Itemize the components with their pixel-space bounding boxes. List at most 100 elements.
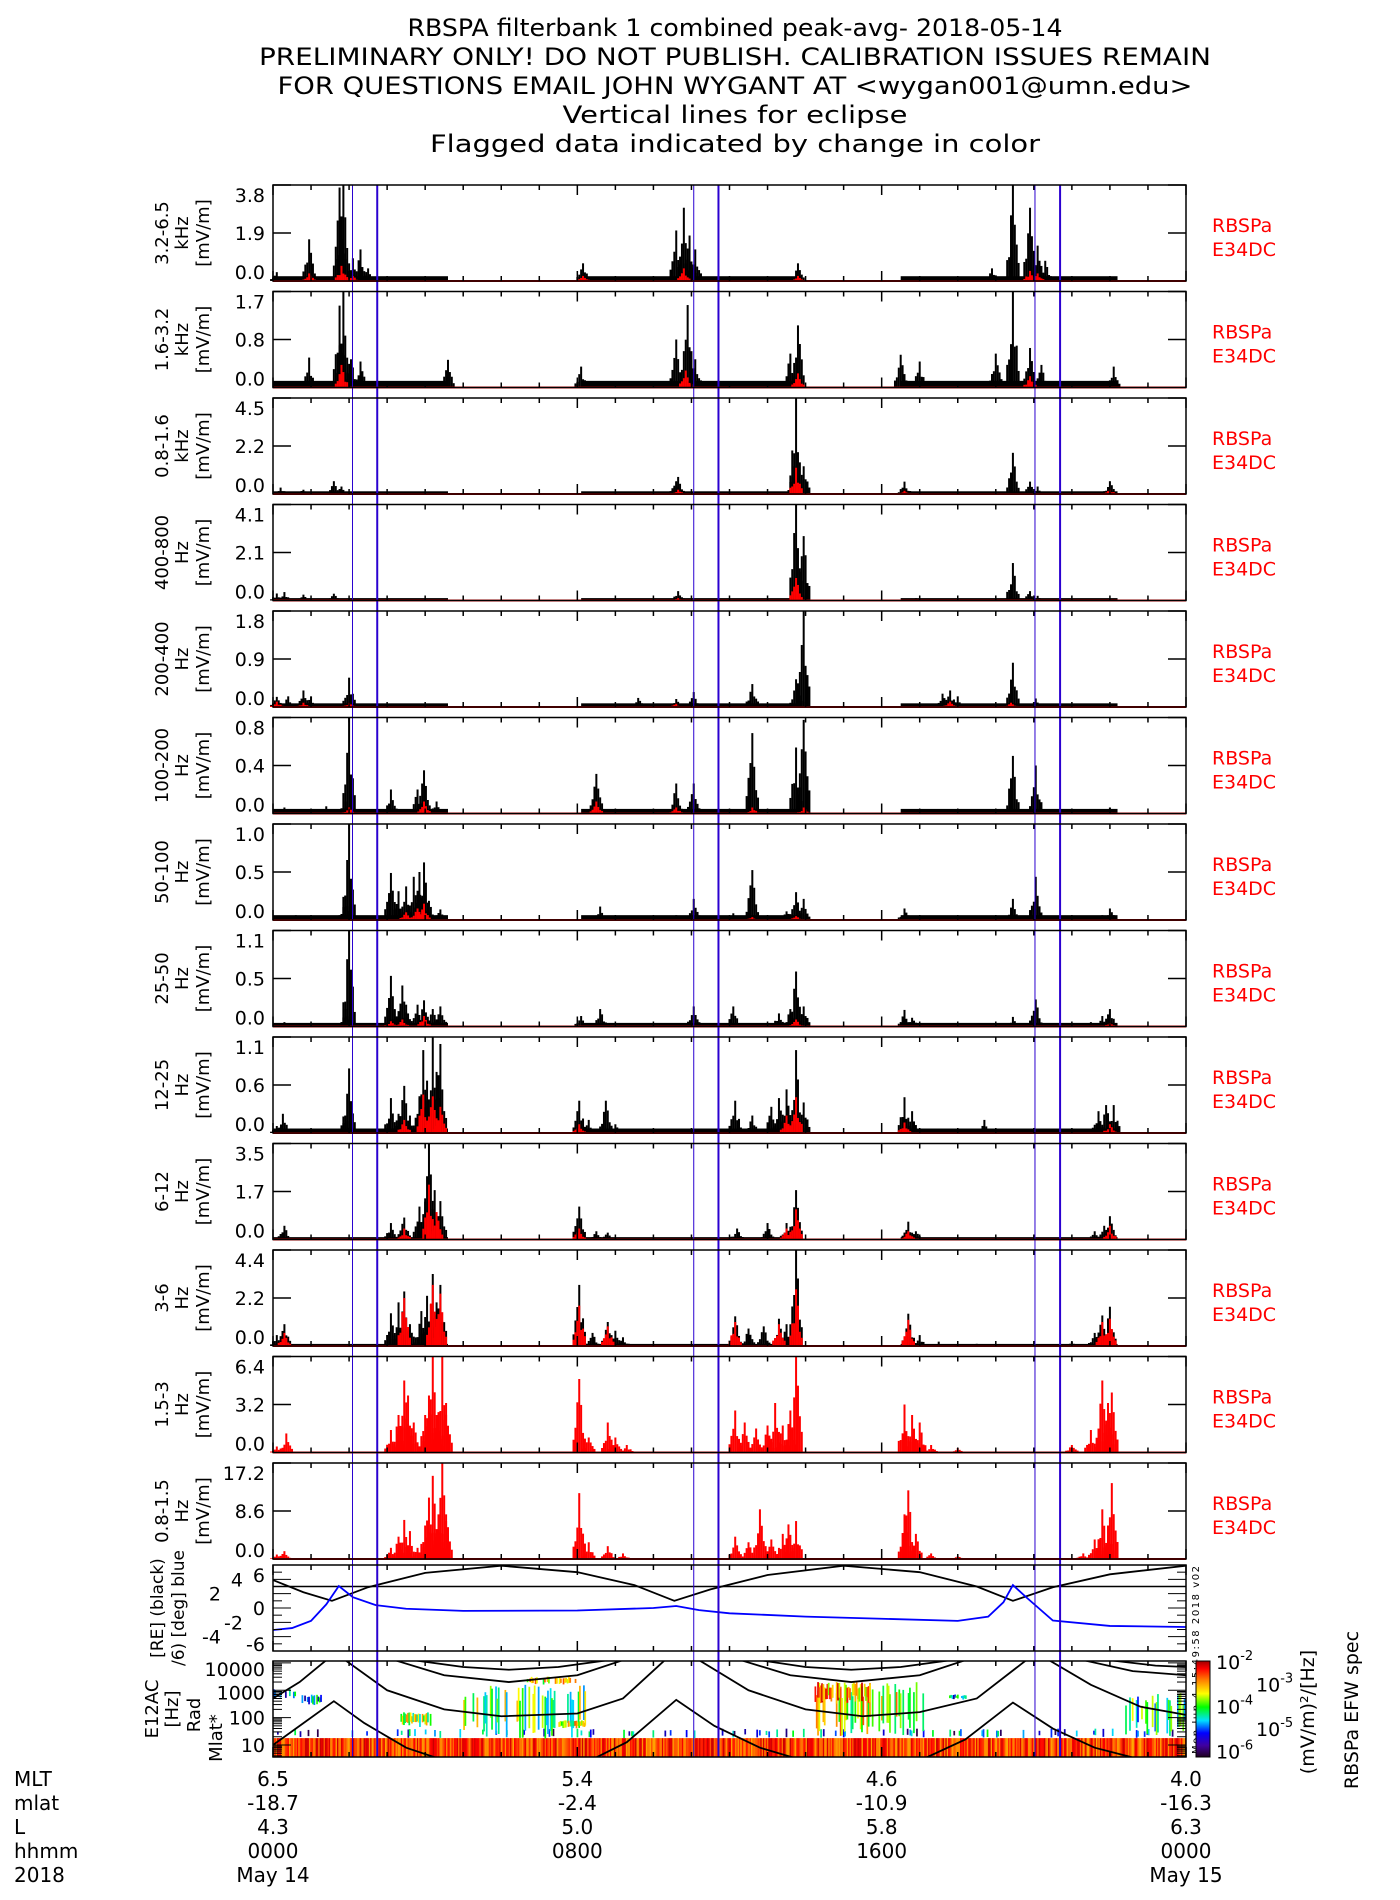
spectrogram-cell bbox=[862, 1696, 865, 1726]
spectrogram-cell bbox=[515, 1738, 518, 1757]
peak-avg-bar bbox=[757, 1128, 760, 1133]
peak-avg-bar bbox=[1013, 224, 1016, 281]
spectrogram-cell bbox=[1109, 1738, 1111, 1757]
flagged-bar bbox=[574, 1234, 577, 1240]
peak-avg-bar bbox=[760, 1332, 763, 1346]
probe-label: RBSPa bbox=[1212, 1493, 1272, 1515]
flagged-bar bbox=[1103, 1236, 1106, 1240]
peak-avg-bar bbox=[292, 917, 295, 920]
flagged-bar bbox=[1101, 1322, 1104, 1346]
peak-avg-bar bbox=[614, 1330, 617, 1346]
peak-avg-bar bbox=[1023, 261, 1026, 281]
spectrogram-cell bbox=[669, 1738, 672, 1757]
peak-avg-bar bbox=[1023, 378, 1026, 388]
spectrogram-cell bbox=[802, 1728, 805, 1738]
peak-avg-bar bbox=[595, 773, 598, 814]
spectrogram-y-label: Rad bbox=[184, 1698, 205, 1733]
flagged-bar bbox=[433, 1311, 436, 1346]
spectrogram-cell bbox=[865, 1686, 867, 1701]
peak-avg-bar bbox=[595, 1020, 598, 1027]
spectrogram-cell bbox=[830, 1738, 833, 1757]
flagged-bar bbox=[795, 1289, 798, 1346]
peak-avg-bar bbox=[899, 1117, 902, 1133]
spectrogram-cell bbox=[299, 1731, 302, 1737]
flagged-bar bbox=[426, 1437, 429, 1453]
spectrogram-cell bbox=[463, 1738, 466, 1757]
spectrogram-y-label: Mlat* bbox=[206, 1714, 227, 1762]
flagged-bar bbox=[738, 1337, 741, 1346]
peak-avg-bar bbox=[739, 1127, 742, 1133]
spectrogram-cell bbox=[464, 1738, 467, 1757]
peak-avg-bar bbox=[348, 930, 351, 1027]
peak-avg-bar bbox=[796, 263, 799, 281]
flagged-bar bbox=[779, 1548, 782, 1559]
spectrogram-cell bbox=[1050, 1738, 1053, 1757]
flagged-bar bbox=[397, 1553, 400, 1559]
spectrogram-cell bbox=[482, 1738, 484, 1757]
peak-avg-bar bbox=[289, 1340, 292, 1346]
peak-avg-bar bbox=[602, 1111, 605, 1133]
peak-avg-bar bbox=[1097, 1237, 1100, 1240]
peak-avg-bar bbox=[795, 398, 798, 494]
spectrogram-cell bbox=[617, 1738, 620, 1757]
spectrogram-cell bbox=[386, 1738, 388, 1757]
peak-avg-bar bbox=[412, 1125, 415, 1133]
flagged-bar bbox=[781, 1550, 784, 1559]
y-tick-label: 4.5 bbox=[235, 398, 265, 420]
peak-avg-bar bbox=[279, 811, 282, 814]
peak-avg-bar bbox=[1034, 698, 1037, 707]
flagged-bar bbox=[420, 1109, 423, 1133]
peak-avg-bar bbox=[682, 207, 685, 281]
peak-avg-bar bbox=[804, 751, 807, 814]
spectrogram-cell bbox=[743, 1738, 745, 1757]
spectrogram-cell bbox=[957, 1738, 960, 1757]
flagged-bar bbox=[277, 1342, 280, 1346]
spectrogram-cell bbox=[422, 1738, 424, 1757]
spectrogram-cell bbox=[593, 1738, 596, 1757]
flagged-bar bbox=[275, 1554, 278, 1559]
flagged-bar bbox=[1036, 273, 1039, 281]
spectrogram-cell bbox=[932, 1730, 934, 1737]
peak-avg-bar bbox=[802, 611, 805, 707]
peak-avg-bar bbox=[679, 483, 682, 494]
spectrogram-cell bbox=[905, 1738, 908, 1757]
peak-avg-bar bbox=[796, 325, 799, 388]
spectrogram-cell bbox=[568, 1676, 570, 1683]
flagged-bar bbox=[1112, 1130, 1115, 1133]
flagged-bar bbox=[732, 1547, 735, 1559]
peak-avg-bar bbox=[1107, 915, 1110, 920]
flagged-bar bbox=[448, 1434, 451, 1453]
flagged-bar bbox=[349, 704, 352, 707]
peak-avg-bar bbox=[954, 702, 957, 707]
peak-avg-bar bbox=[1046, 384, 1049, 388]
peak-avg-bar bbox=[405, 1004, 408, 1027]
flagged-bar bbox=[435, 1536, 438, 1559]
peak-avg-bar bbox=[1010, 679, 1013, 707]
spectrogram-cell bbox=[528, 1738, 531, 1757]
peak-avg-bar bbox=[298, 700, 301, 707]
spectrogram-cell bbox=[860, 1738, 862, 1757]
spectrogram-cell bbox=[1101, 1738, 1103, 1757]
peak-avg-bar bbox=[349, 969, 352, 1027]
flagged-bar bbox=[578, 1305, 581, 1346]
panel-frame bbox=[272, 610, 1187, 708]
peak-avg-bar bbox=[342, 291, 345, 388]
spectrogram-cell bbox=[794, 1738, 797, 1757]
peak-avg-bar bbox=[1112, 1229, 1115, 1240]
y-tick-label: 1.1 bbox=[235, 1037, 265, 1059]
spectrogram-cell bbox=[1081, 1738, 1083, 1757]
peak-avg-bar bbox=[899, 354, 902, 388]
spectrogram-cell bbox=[623, 1738, 625, 1757]
flagged-bar bbox=[408, 1129, 411, 1133]
spectrogram-cell bbox=[322, 1738, 324, 1757]
spectrogram-cell bbox=[408, 1729, 411, 1736]
flagged-bar bbox=[901, 1433, 904, 1453]
spectrogram-cell bbox=[308, 1738, 311, 1757]
peak-avg-bar bbox=[787, 363, 790, 388]
peak-avg-bar bbox=[1006, 805, 1009, 814]
flagged-bar bbox=[580, 277, 583, 281]
flagged-bar bbox=[730, 1435, 733, 1453]
y-tick-label: 1.0 bbox=[235, 824, 265, 846]
peak-avg-bar bbox=[342, 489, 345, 494]
spectrogram-cell bbox=[752, 1738, 755, 1757]
